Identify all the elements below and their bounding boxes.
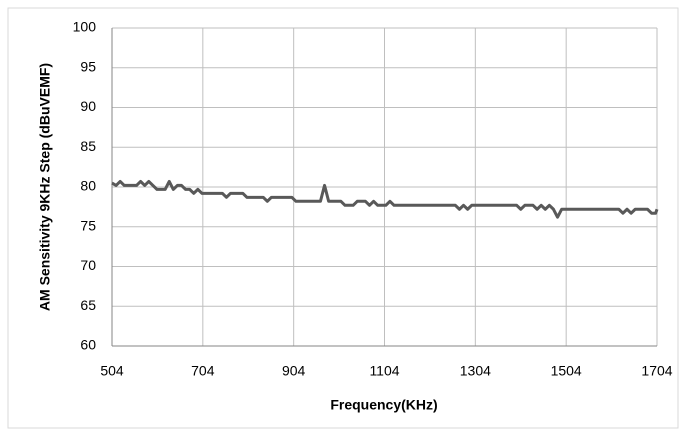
x-tick-label: 1704 — [641, 363, 672, 379]
y-tick-label: 75 — [80, 217, 96, 233]
y-tick-label: 95 — [80, 58, 96, 74]
y-tick-label: 80 — [80, 178, 96, 194]
y-tick-label: 65 — [80, 297, 96, 313]
y-axis-title: AM Sensitivity 9KHz Step (dBuVEMF) — [37, 63, 53, 311]
y-tick-label: 60 — [80, 337, 96, 353]
y-tick-label: 100 — [73, 19, 97, 35]
x-tick-label: 1504 — [551, 363, 582, 379]
y-tick-label: 85 — [80, 138, 96, 154]
x-tick-label: 1104 — [369, 363, 399, 379]
x-tick-label: 1304 — [460, 363, 491, 379]
x-tick-label: 504 — [100, 363, 124, 379]
x-tick-label: 704 — [191, 363, 215, 379]
y-tick-label: 90 — [80, 98, 96, 114]
data-line — [111, 179, 659, 219]
x-tick-label: 904 — [282, 363, 306, 379]
y-tick-label: 70 — [80, 257, 96, 273]
x-axis-title: Frequency(KHz) — [330, 397, 437, 413]
